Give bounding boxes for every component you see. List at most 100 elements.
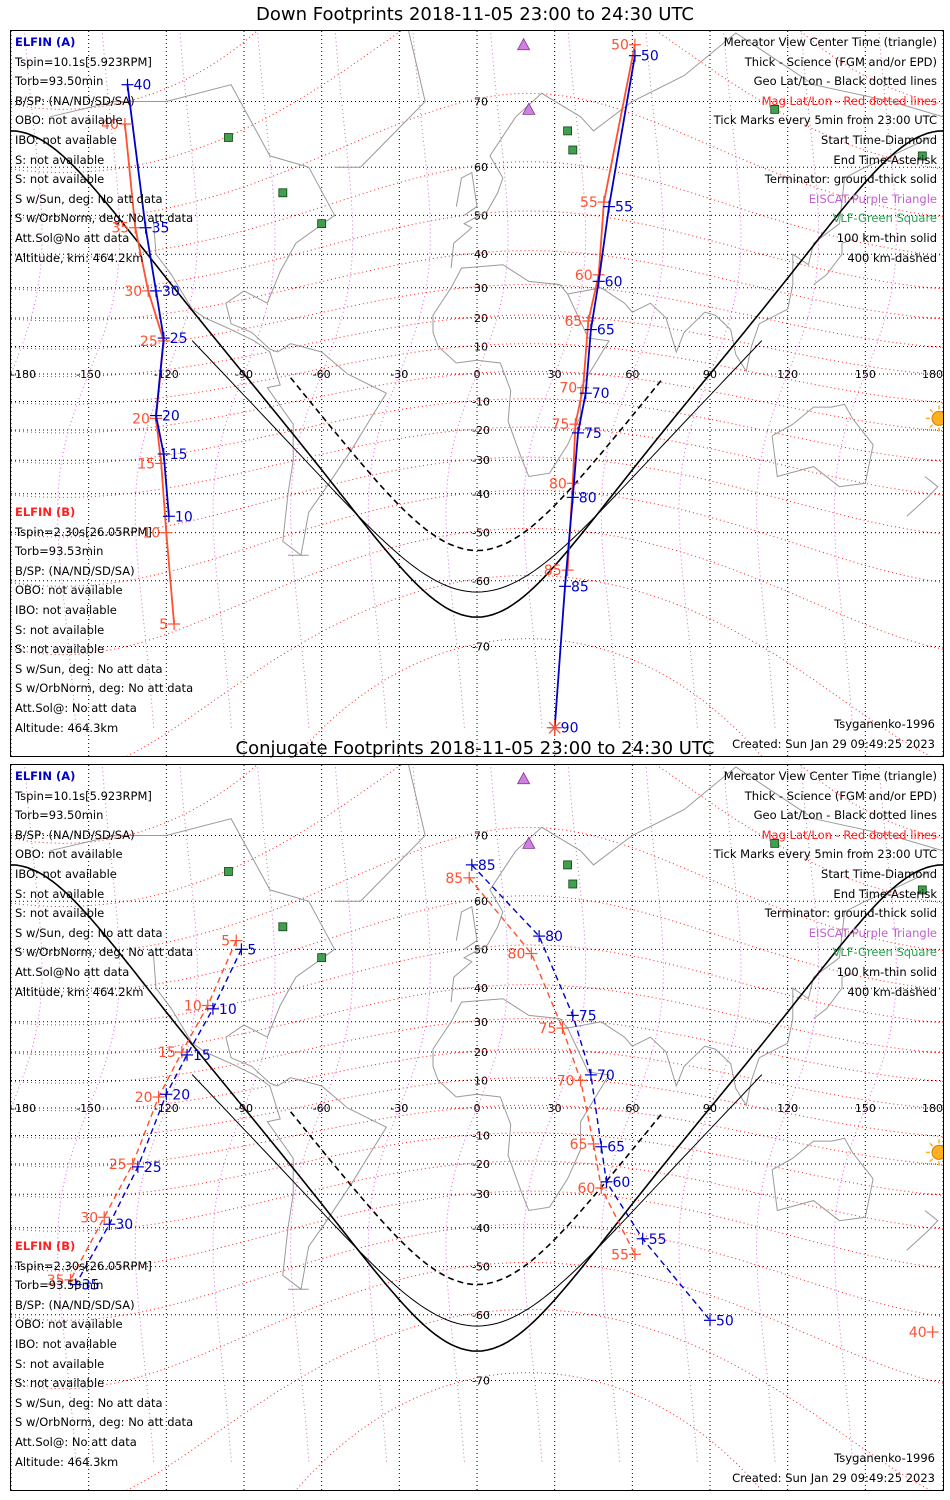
legend-item: 100 km-thin solid [836, 230, 937, 245]
legend-item: Start Time-Diamond [821, 866, 937, 881]
elfin-a-info: ELFIN (A) Tspin=10.1s[5.923RPM] Torb=93.5… [15, 33, 193, 268]
vlf-square [770, 838, 780, 848]
lat-tick-label: -50 [472, 1261, 490, 1274]
vlf-square [278, 922, 288, 932]
lat-tick-label: -20 [472, 1158, 490, 1171]
mag-parallel [11, 1160, 943, 1232]
vlf-square [568, 879, 578, 889]
tick-label: 60 [612, 1175, 630, 1191]
coastline [266, 1077, 388, 1291]
sun-ray [929, 1158, 934, 1163]
sun-icon [931, 410, 943, 426]
coastline [334, 31, 426, 168]
elfin-a-lines: Tspin=10.1s[5.923RPM] Torb=93.50min B/SP: … [15, 787, 193, 1003]
legend-item: Terminator: ground-thick solid [764, 172, 937, 187]
lon-tick-label: 60 [625, 368, 639, 381]
legend-item: EISCAT-Purple Triangle [808, 191, 937, 206]
vlf-square [568, 145, 578, 155]
lon-tick-label: -60 [313, 1102, 331, 1115]
info-line: Att.Sol@: No att data [15, 700, 137, 715]
eiscat-triangle [522, 836, 536, 849]
coastline [49, 84, 336, 353]
lat-tick-label: -60 [472, 1309, 490, 1322]
info-line: S: not available [15, 152, 105, 167]
tick-label: 50 [611, 38, 629, 54]
vlf-square [317, 953, 327, 963]
info-line: IBO: not available [15, 866, 117, 881]
tick-label: 15 [158, 1045, 176, 1061]
elfin-a-header: ELFIN (A) [15, 35, 76, 49]
info-line: Altitude: 464.3km [15, 1454, 119, 1469]
coastline [567, 137, 931, 373]
tick-label: 60 [575, 268, 593, 284]
tick-label: 75 [584, 426, 602, 442]
coastline [49, 818, 336, 1087]
tick-label: 65 [570, 1137, 588, 1153]
lat-tick-label: 70 [474, 96, 488, 109]
info-line: S: not available [15, 886, 105, 901]
info-line: Att.Sol@: No att data [15, 1434, 137, 1449]
mag-parallel [11, 765, 943, 908]
lon-tick-label: 150 [855, 368, 876, 381]
legend-item: EISCAT-Purple Triangle [808, 925, 937, 940]
created-label: Created: Sun Jan 29 09:49:25 2023 [732, 737, 935, 751]
coastline [334, 765, 426, 902]
tick-label: 20 [162, 409, 180, 425]
conjugate-map-canvas: 70605040302010-10-20-30-40-50-60-70-180-… [11, 765, 943, 1490]
lon-tick-label: 60 [625, 1102, 639, 1115]
info-line: S: not available [15, 1376, 105, 1391]
coastline [455, 905, 478, 950]
lon-tick-label: -120 [154, 1102, 179, 1115]
legend-item: 400 km-dashed [847, 250, 937, 265]
info-line: S w/Sun, deg: No att data [15, 1395, 163, 1410]
tick-label: 5 [159, 617, 168, 633]
mag-parallel [11, 765, 943, 844]
tick-label: 20 [135, 1090, 153, 1106]
info-line: B/SP: (NA/ND/SD/SA) [15, 93, 135, 108]
vlf-square [224, 867, 233, 876]
mag-parallel [11, 343, 943, 405]
elfin-b-info: ELFIN (B) Tspin=2.30s[26.05RPM] Torb=93.5… [15, 1237, 193, 1472]
vlf-square [770, 104, 780, 114]
coastline [455, 171, 478, 216]
info-line: S w/OrbNorm, deg: No att data [15, 681, 194, 696]
info-line: S w/OrbNorm, deg: No att data [15, 945, 194, 960]
lat-tick-label: -20 [472, 424, 490, 437]
tick-label: 30 [80, 1210, 98, 1226]
info-line: S: not available [15, 622, 105, 637]
tick-label: 70 [557, 1073, 575, 1089]
tick-label: 70 [592, 386, 610, 402]
lat-tick-label: 60 [474, 895, 488, 908]
info-line: OBO: not available [15, 1317, 123, 1332]
legend-item: Tick Marks every 5min from 23:00 UTC [713, 113, 937, 128]
tick-label: 35 [111, 221, 129, 237]
legend-item: Geo Lat/Lon - Black dotted lines [753, 808, 937, 823]
elfin-b-lines: Tspin=2.30s[26.05RPM] Torb=93.53min B/SP: … [15, 1257, 193, 1473]
legend-item: Mercator View Center Time (triangle) [723, 35, 937, 49]
tick-label: 25 [109, 1157, 127, 1173]
mag-parallel [11, 1223, 943, 1321]
info-line: Torb=93.50min [15, 74, 104, 89]
orbit-track [566, 44, 636, 571]
info-line: Tspin=10.1s[5.923RPM] [15, 788, 152, 803]
vlf-square [278, 188, 288, 198]
coastline [813, 239, 853, 285]
lat-tick-label: 10 [474, 340, 488, 353]
info-line: Altitude, km: 464.2km [15, 250, 144, 265]
orbit-track [471, 864, 711, 1321]
lon-tick-label: 180 [922, 1102, 943, 1115]
lon-tick-label: -60 [313, 368, 331, 381]
elfin-a-lines: Tspin=10.1s[5.923RPM] Torb=93.50min B/SP: … [15, 53, 193, 269]
sun-ray [929, 408, 934, 413]
lon-tick-label: -180 [11, 368, 36, 381]
tick-label: 55 [580, 195, 598, 211]
tick-label: 85 [445, 871, 463, 887]
tick-label: 50 [641, 49, 659, 65]
tick-label: 10 [219, 1002, 237, 1018]
info-line: Tspin=2.30s[26.05RPM] [15, 524, 152, 539]
tick-label: 25 [170, 331, 188, 347]
legend-item: End Time-Asterisk [833, 886, 937, 901]
terminator-ground [11, 864, 943, 1352]
lat-tick-label: 60 [474, 161, 488, 174]
end-asterisk [548, 721, 561, 734]
